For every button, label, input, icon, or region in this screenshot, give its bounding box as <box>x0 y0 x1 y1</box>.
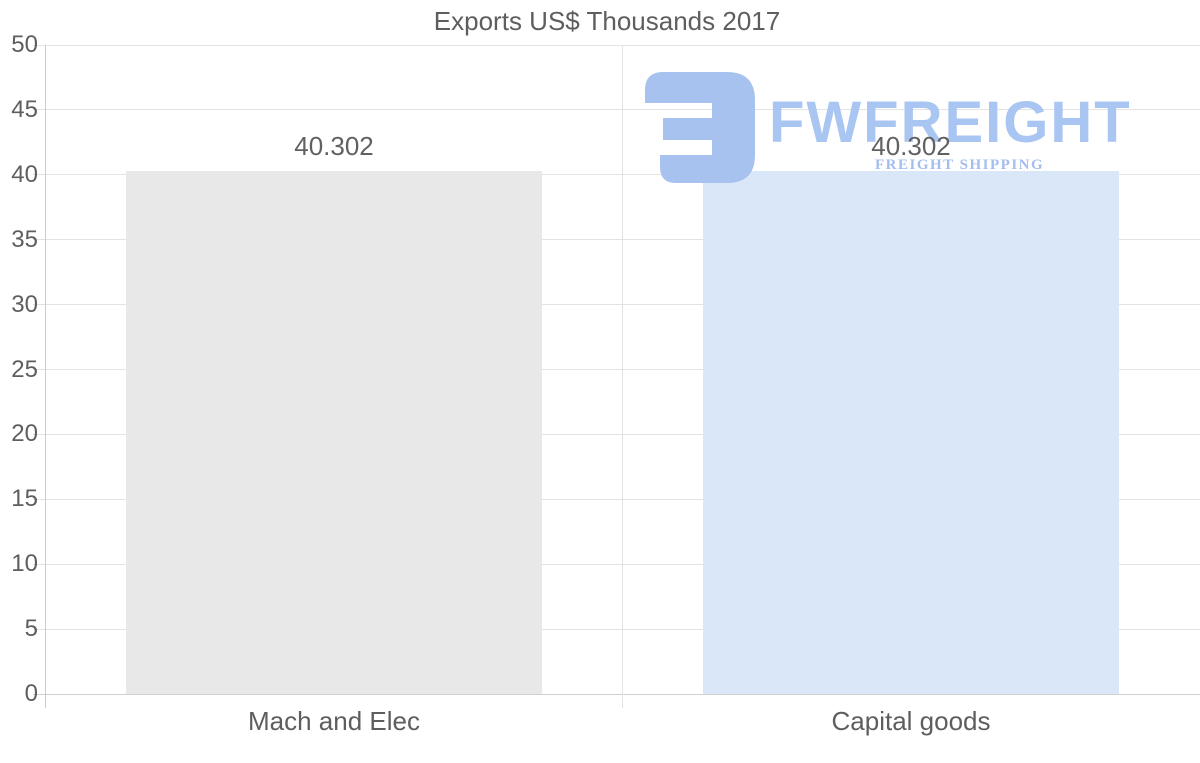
y-axis-tick-label: 45 <box>11 96 38 123</box>
plot-area <box>33 45 1200 708</box>
y-axis-tick-label: 35 <box>11 226 38 253</box>
fwfreight-logo-mark-path <box>645 72 755 183</box>
y-gridline <box>33 45 1200 46</box>
y-gridline <box>33 499 1200 500</box>
y-axis-tick-label: 30 <box>11 291 38 318</box>
fwfreight-logo-icon <box>645 72 755 183</box>
y-axis-tick-label: 25 <box>11 356 38 383</box>
y-gridline <box>33 109 1200 110</box>
y-axis-tick-label: 5 <box>24 615 38 642</box>
y-gridline <box>33 174 1200 175</box>
y-gridline <box>33 694 1200 695</box>
bar-value-label: 40.302 <box>871 131 951 161</box>
x-axis-category-label: Mach and Elec <box>248 706 420 736</box>
logo-subtitle: FREIGHT SHIPPING <box>875 157 1045 173</box>
y-gridline <box>33 564 1200 565</box>
chart-title: Exports US$ Thousands 2017 <box>433 6 781 36</box>
fwfreight-watermark: FWFREIGHT FREIGHT SHIPPING <box>645 72 1165 187</box>
y-gridline <box>33 239 1200 240</box>
bar-capital-goods[interactable] <box>703 171 1119 694</box>
y-axis-tick-label: 50 <box>11 31 38 58</box>
bar-value-label: 40.302 <box>294 131 374 161</box>
y-axis-tick-label: 40 <box>11 161 38 188</box>
y-gridline <box>33 369 1200 370</box>
bar-mach-and-elec[interactable] <box>126 171 542 694</box>
x-axis-category-label: Capital goods <box>831 706 991 736</box>
y-axis-line <box>45 45 46 708</box>
category-separator-gridline <box>622 45 623 708</box>
y-axis-tick-label: 10 <box>11 550 38 577</box>
y-axis-tick-label: 0 <box>24 680 38 707</box>
y-axis-tick-label: 15 <box>11 485 38 512</box>
logo-wordmark: FWFREIGHT <box>769 90 1132 155</box>
y-gridline <box>33 629 1200 630</box>
y-gridline <box>33 304 1200 305</box>
y-axis-tick-label: 20 <box>11 420 38 447</box>
y-gridline <box>33 434 1200 435</box>
